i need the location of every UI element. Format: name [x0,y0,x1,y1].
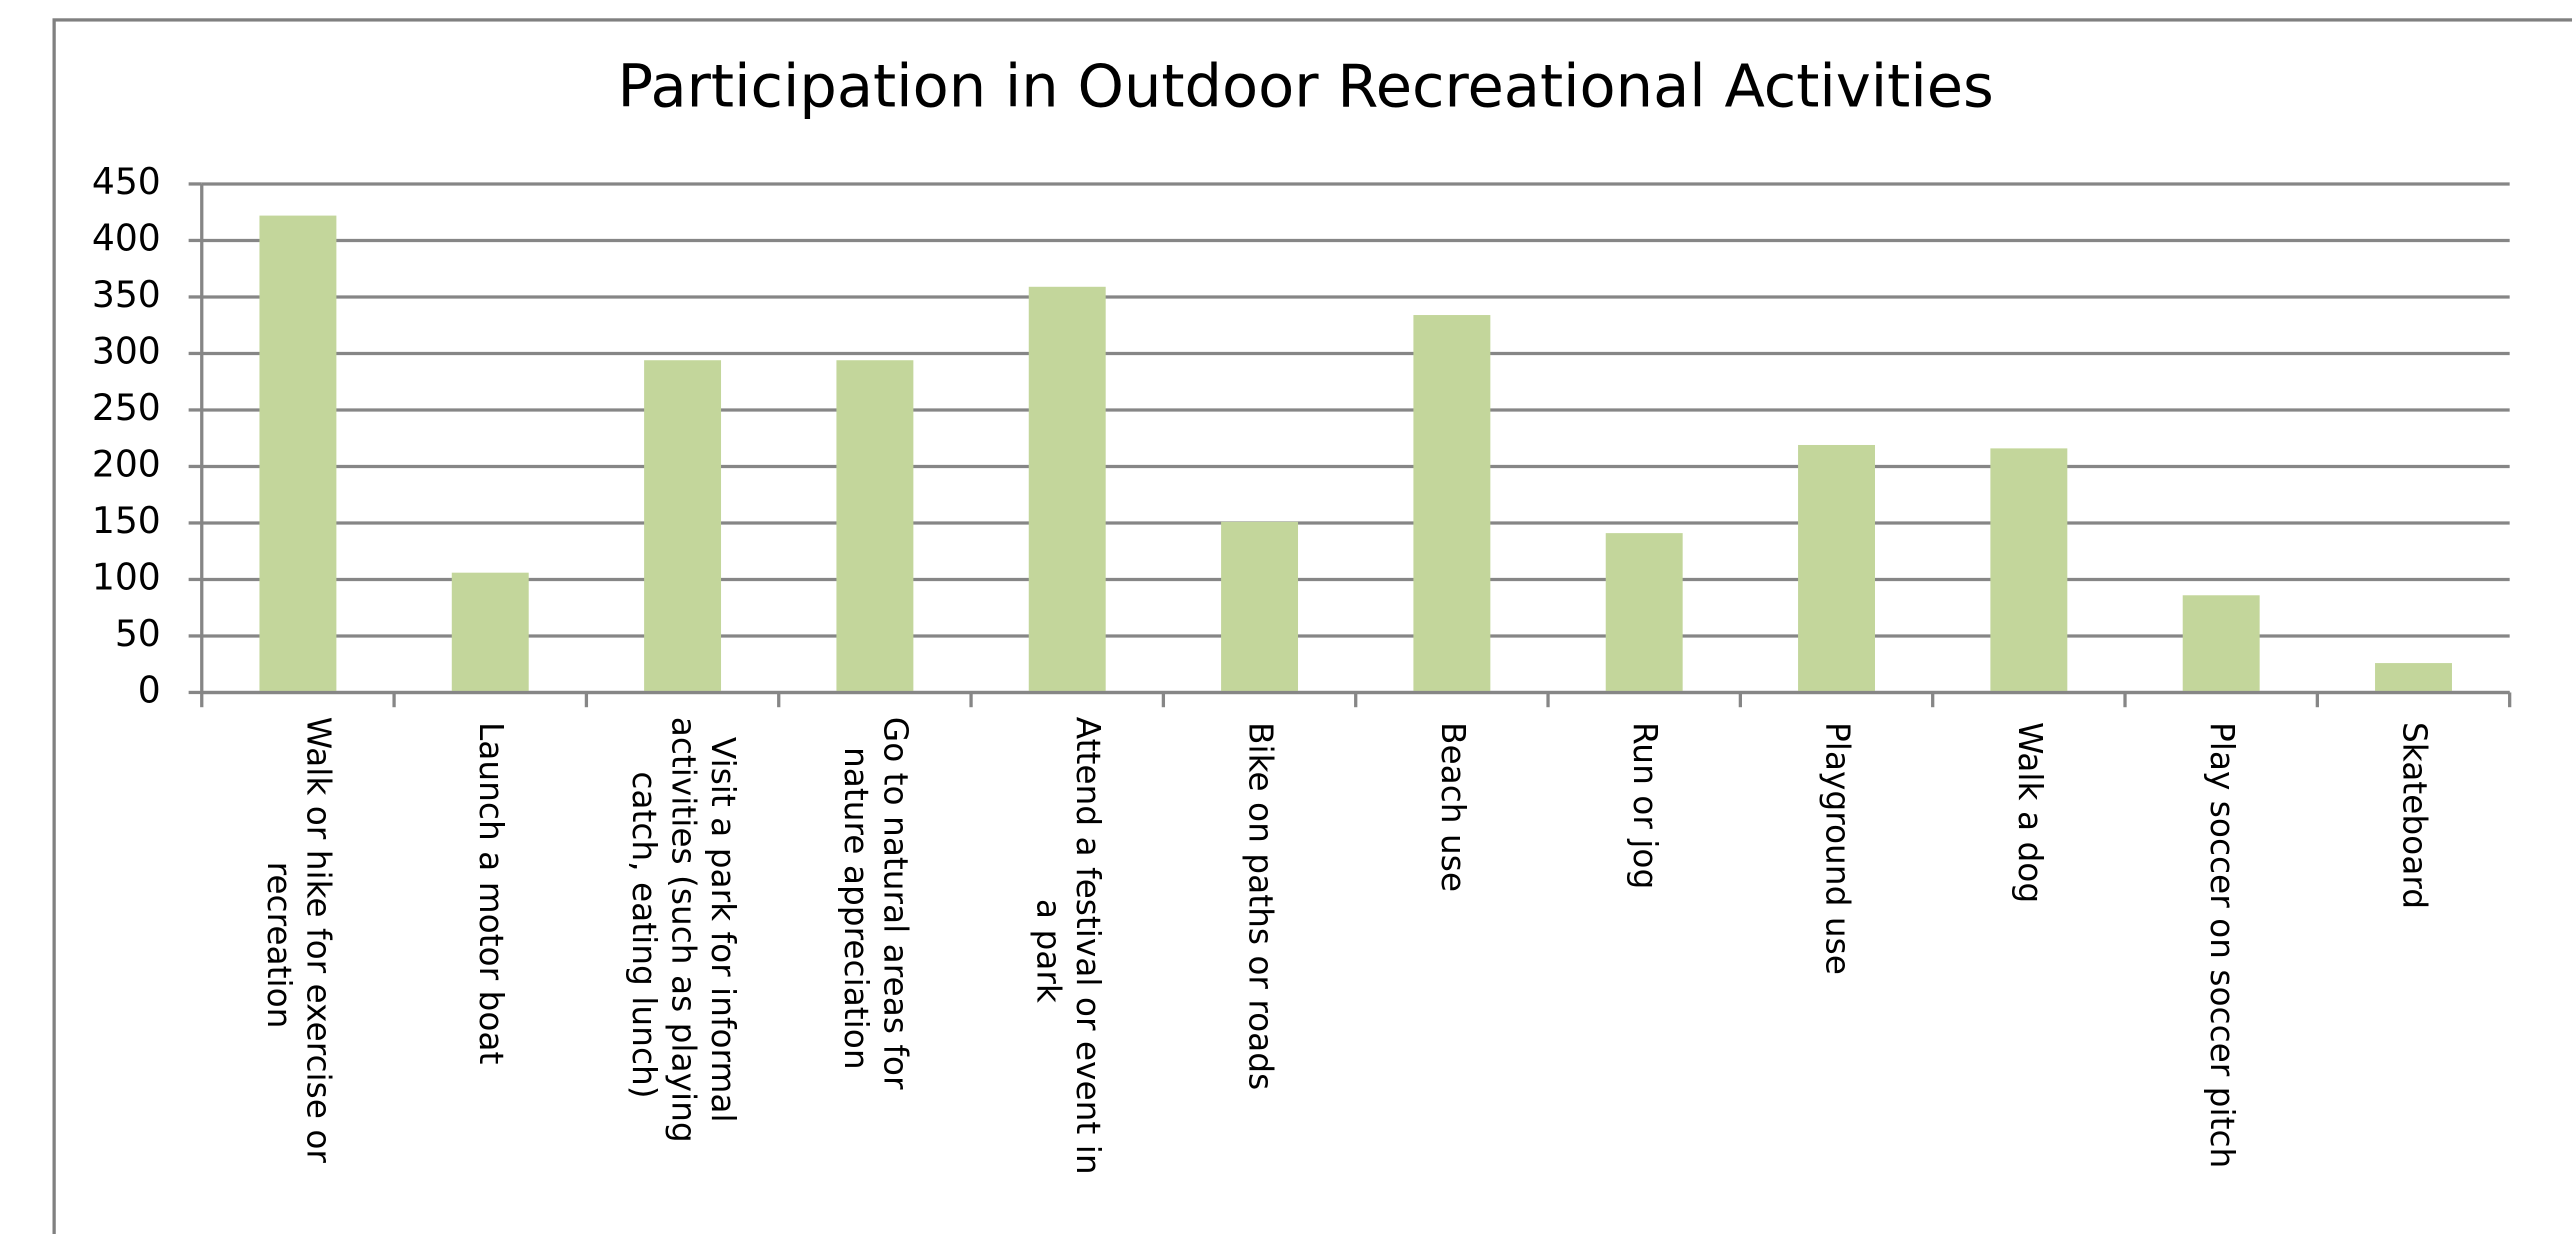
x-tick-label-group: Launch a motor boat [473,722,511,1065]
x-tick-label: Visit a park for informal activities (su… [626,717,743,1153]
y-tick-label: 100 [92,556,161,598]
y-tick-label: 200 [92,443,161,485]
y-tick-label: 450 [92,161,161,203]
chart-title: Participation in Outdoor Recreational Ac… [618,52,1994,121]
x-tick-label: Playground use [1819,722,1857,975]
x-tick-label-group: Bike on paths or roads [1242,722,1280,1090]
x-tick-label: Bike on paths or roads [1242,722,1280,1090]
bar [1990,448,2068,693]
y-tick-label: 50 [115,613,161,655]
y-tick-label: 400 [92,217,161,259]
bar [259,215,337,693]
x-tick-label-group: Visit a park for informal activities (su… [626,717,743,1153]
x-tick-label: Play soccer on soccer pitch [2204,722,2242,1168]
bar [2182,595,2260,693]
y-tick-label: 300 [92,330,161,372]
bar [1605,533,1683,693]
x-tick-label: Run or jog [1627,722,1665,889]
x-tick-label-group: Walk a dog [2011,722,2049,903]
bar [836,360,914,693]
x-tick-label-group: Attend a festival or event in a park [1030,717,1107,1185]
y-tick-label: 0 [138,669,161,711]
bar [1413,315,1491,693]
x-tick-label: Walk a dog [2011,722,2049,903]
bar [1028,286,1106,693]
bar [2375,663,2452,693]
x-tick-label: Go to natural areas for nature appreciat… [838,717,915,1100]
bar [451,572,529,693]
bar [1221,521,1299,693]
x-tick-label-group: Beach use [1434,722,1472,892]
x-tick-label: Walk or hike for exercise or recreation [261,717,338,1174]
bar [644,360,722,693]
x-tick-label: Attend a festival or event in a park [1030,717,1107,1185]
bar [1798,444,1875,693]
x-tick-label-group: Play soccer on soccer pitch [2204,722,2242,1168]
x-tick-label-group: Run or jog [1627,722,1665,889]
x-tick-label-group: Go to natural areas for nature appreciat… [838,717,915,1100]
x-tick-label: Beach use [1434,722,1472,892]
x-tick-label-group: Playground use [1819,722,1857,975]
x-tick-label-group: Walk or hike for exercise or recreation [261,717,338,1174]
y-tick-label: 150 [92,500,161,542]
x-tick-label: Launch a motor boat [473,722,511,1065]
x-tick-label-group: Skateboard [2396,722,2434,909]
x-tick-label: Skateboard [2396,722,2434,909]
y-tick-label: 350 [92,274,161,316]
y-tick-label: 250 [92,387,161,429]
